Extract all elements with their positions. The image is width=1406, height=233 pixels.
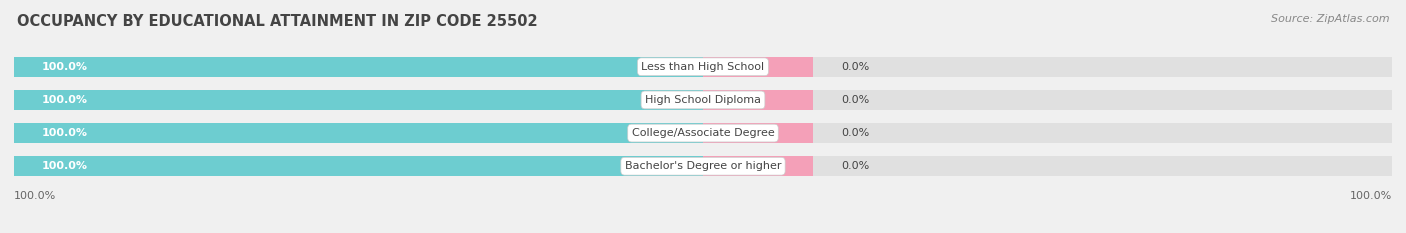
Text: 0.0%: 0.0% — [841, 128, 869, 138]
Text: 0.0%: 0.0% — [841, 161, 869, 171]
Text: 100.0%: 100.0% — [14, 191, 56, 201]
Bar — [703, 156, 813, 176]
Bar — [703, 123, 813, 143]
Bar — [703, 90, 813, 110]
Bar — [14, 57, 1392, 77]
Bar — [14, 57, 703, 77]
Bar — [14, 123, 703, 143]
Text: 0.0%: 0.0% — [841, 95, 869, 105]
Text: Bachelor's Degree or higher: Bachelor's Degree or higher — [624, 161, 782, 171]
Text: College/Associate Degree: College/Associate Degree — [631, 128, 775, 138]
Bar — [14, 123, 1392, 143]
Text: 100.0%: 100.0% — [42, 128, 87, 138]
Text: 100.0%: 100.0% — [42, 95, 87, 105]
Text: 100.0%: 100.0% — [42, 161, 87, 171]
Bar — [703, 57, 813, 77]
Text: 100.0%: 100.0% — [42, 62, 87, 72]
Bar — [14, 156, 703, 176]
Text: 100.0%: 100.0% — [1350, 191, 1392, 201]
Bar — [14, 156, 1392, 176]
Text: Less than High School: Less than High School — [641, 62, 765, 72]
Bar — [14, 90, 1392, 110]
Text: Source: ZipAtlas.com: Source: ZipAtlas.com — [1271, 14, 1389, 24]
Text: OCCUPANCY BY EDUCATIONAL ATTAINMENT IN ZIP CODE 25502: OCCUPANCY BY EDUCATIONAL ATTAINMENT IN Z… — [17, 14, 537, 29]
Text: High School Diploma: High School Diploma — [645, 95, 761, 105]
Text: 0.0%: 0.0% — [841, 62, 869, 72]
Bar — [14, 90, 703, 110]
